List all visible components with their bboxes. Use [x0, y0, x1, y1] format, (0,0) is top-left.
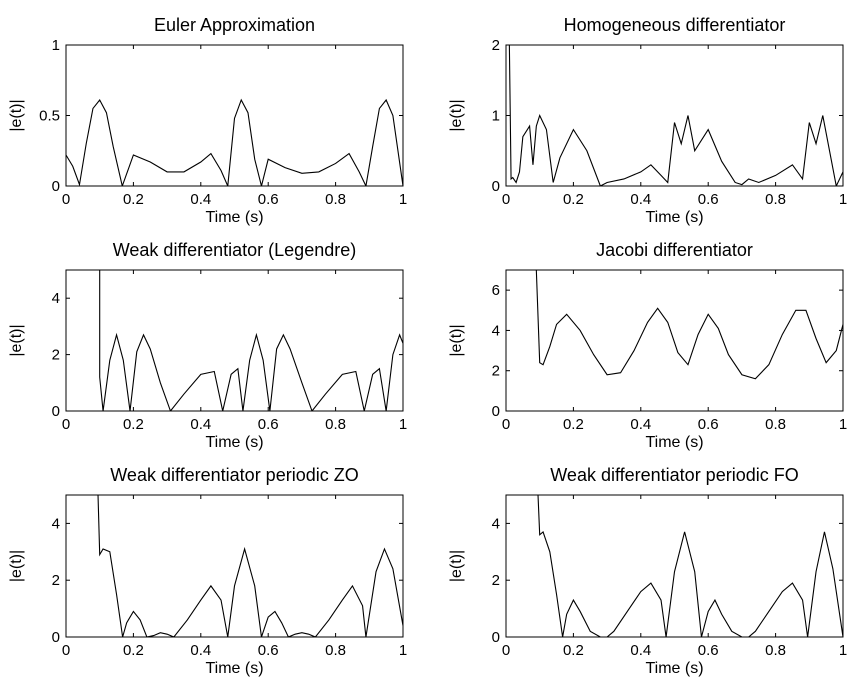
y-axis-label: |e(t)| — [448, 550, 465, 582]
y-axis-label: |e(t)| — [448, 99, 465, 131]
x-tick-label: 0.2 — [563, 191, 584, 208]
y-tick-label: 0 — [492, 178, 500, 195]
chart-title: Jacobi differentiator — [596, 240, 753, 260]
x-tick-label: 0 — [62, 416, 70, 433]
x-tick-label: 0 — [502, 416, 510, 433]
x-tick-label: 0 — [502, 191, 510, 208]
y-tick-label: 2 — [52, 572, 60, 589]
y-tick-label: 0.5 — [39, 108, 60, 125]
error-series-line — [99, 270, 403, 411]
chart-title: Euler Approximation — [154, 15, 315, 35]
y-tick-label: 4 — [52, 290, 60, 307]
x-tick-label: 0.6 — [258, 416, 279, 433]
chart-title: Weak differentiator periodic ZO — [110, 465, 358, 485]
y-tick-label: 0 — [52, 629, 60, 646]
x-axis-label: Time (s) — [645, 660, 703, 677]
x-axis-label: Time (s) — [645, 209, 703, 226]
y-tick-label: 0 — [52, 403, 60, 420]
y-tick-label: 4 — [52, 515, 60, 532]
x-tick-label: 0.4 — [190, 416, 211, 433]
x-tick-label: 1 — [399, 416, 407, 433]
x-tick-label: 0 — [62, 191, 70, 208]
error-series-line — [537, 495, 843, 637]
plot-area-frame — [505, 44, 844, 187]
x-tick-label: 0.2 — [563, 416, 584, 433]
y-tick-label: 0 — [492, 629, 500, 646]
x-tick-label: 0.4 — [630, 642, 651, 659]
x-tick-label: 0.8 — [765, 642, 786, 659]
error-series-line — [535, 270, 843, 380]
x-tick-label: 0.2 — [123, 416, 144, 433]
x-tick-label: 0.6 — [698, 191, 719, 208]
x-axis-label: Time (s) — [205, 434, 263, 451]
y-axis-label: |e(t)| — [8, 324, 25, 356]
x-axis-label: Time (s) — [645, 434, 703, 451]
subplot-6: Weak differentiator periodic FO 0 0.2 0.4 0.… — [448, 465, 847, 677]
x-tick-label: 1 — [399, 642, 407, 659]
x-tick-label: 0.6 — [698, 642, 719, 659]
y-tick-label: 2 — [492, 37, 500, 54]
x-tick-label: 0 — [62, 642, 70, 659]
x-tick-label: 1 — [839, 191, 847, 208]
plot-area-frame — [65, 494, 404, 638]
x-axis-label: Time (s) — [205, 660, 263, 677]
subplot-4: Jacobi differentiator 0 0.2 0.4 0.6 0.8 1 0 2 4 6 T… — [448, 240, 847, 451]
x-tick-label: 0.8 — [325, 191, 346, 208]
x-tick-label: 0.4 — [190, 191, 211, 208]
plot-area-frame — [505, 494, 844, 638]
subplot-1: Euler Approximation 0 0.2 0.4 0.6 0.8 1 0 0.5 1 Ti… — [8, 15, 407, 226]
subplot-2: Homogeneous differentiator 0 0.2 0.4 0.6 0.8 1… — [448, 15, 847, 226]
y-tick-label: 4 — [492, 515, 500, 532]
plot-area-frame — [65, 44, 404, 187]
subplot-5: Weak differentiator periodic ZO 0 0.2 0.4 0.… — [8, 465, 407, 677]
y-tick-label: 6 — [492, 282, 500, 299]
error-series-line — [66, 98, 403, 186]
x-tick-label: 0.6 — [258, 191, 279, 208]
plot-area-frame — [65, 269, 404, 412]
x-tick-label: 1 — [839, 416, 847, 433]
x-tick-label: 0.4 — [630, 416, 651, 433]
x-tick-label: 0.4 — [190, 642, 211, 659]
y-axis-label: |e(t)| — [448, 324, 465, 356]
x-tick-label: 0.2 — [123, 191, 144, 208]
plot-area-frame — [505, 269, 844, 412]
chart-title: Weak differentiator (Legendre) — [113, 240, 356, 260]
error-series-line — [507, 45, 843, 186]
error-series-line — [97, 495, 403, 637]
chart-title: Weak differentiator periodic FO — [550, 465, 798, 485]
y-axis-label: |e(t)| — [8, 550, 25, 582]
subplot-3: Weak differentiator (Legendre) 0 0.2 0.4 0.6… — [8, 240, 407, 451]
y-axis-label: |e(t)| — [8, 99, 25, 131]
y-tick-label: 2 — [492, 572, 500, 589]
x-tick-label: 0 — [502, 642, 510, 659]
x-tick-label: 0.4 — [630, 191, 651, 208]
chart-title: Homogeneous differentiator — [564, 15, 786, 35]
y-tick-label: 0 — [52, 178, 60, 195]
x-tick-label: 0.8 — [765, 416, 786, 433]
y-tick-label: 1 — [52, 37, 60, 54]
x-tick-label: 0.6 — [258, 642, 279, 659]
x-tick-label: 0.2 — [563, 642, 584, 659]
x-axis-label: Time (s) — [205, 209, 263, 226]
y-tick-label: 4 — [492, 322, 500, 339]
y-tick-label: 0 — [492, 403, 500, 420]
x-tick-label: 0.2 — [123, 642, 144, 659]
y-tick-label: 2 — [52, 347, 60, 364]
y-tick-label: 1 — [492, 108, 500, 125]
x-tick-label: 0.8 — [325, 416, 346, 433]
x-tick-label: 1 — [839, 642, 847, 659]
x-tick-label: 0.6 — [698, 416, 719, 433]
y-tick-label: 2 — [492, 363, 500, 380]
x-tick-label: 1 — [399, 191, 407, 208]
x-tick-label: 0.8 — [765, 191, 786, 208]
x-tick-label: 0.8 — [325, 642, 346, 659]
